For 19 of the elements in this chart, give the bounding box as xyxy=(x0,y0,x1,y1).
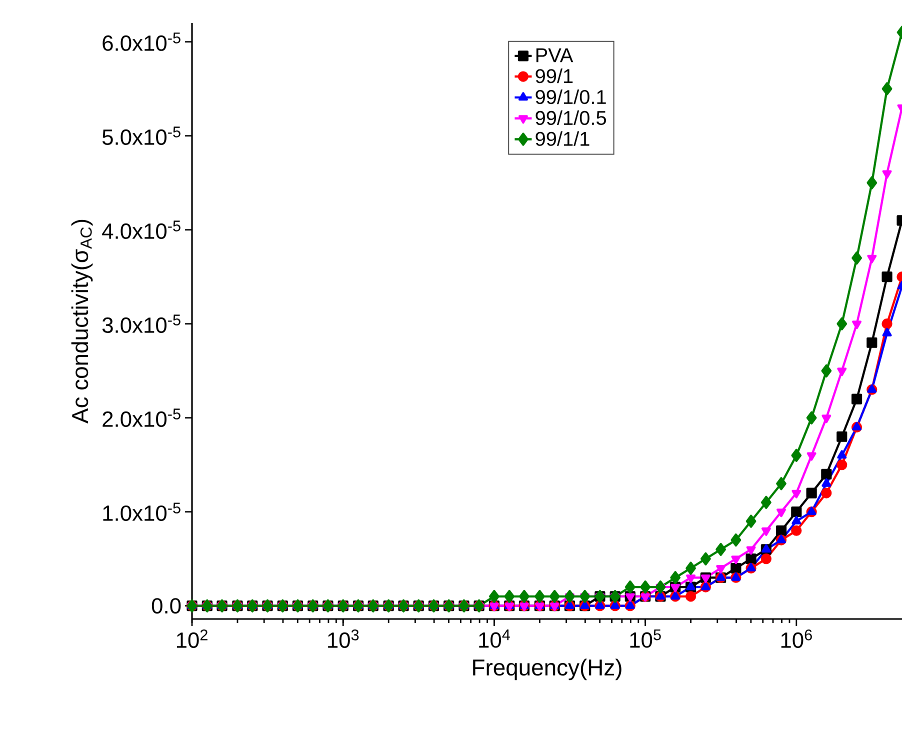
legend-label: 99/1 xyxy=(536,68,573,84)
x-tick-label: 10$^{4}$ xyxy=(479,630,510,648)
y-tick-label: 4.0x10$^{-5}$ xyxy=(102,220,180,239)
y-tick-label: 0.0 xyxy=(152,598,181,614)
y-tick-label: 3.0x10$^{-5}$ xyxy=(102,314,180,333)
y-axis-title: Ac conductivity(σ$_{AC}$) xyxy=(71,220,93,424)
x-tick-label: 10$^{2}$ xyxy=(176,630,208,648)
x-tick-label: 10$^{5}$ xyxy=(630,630,661,648)
legend-label: 99/1/0.5 xyxy=(536,110,606,126)
y-tick-label: 6.0x10$^{-5}$ xyxy=(102,32,180,51)
x-tick-label: 10$^{6}$ xyxy=(781,630,812,648)
y-tick-label: 2.0x10$^{-5}$ xyxy=(102,408,180,427)
legend-label: 99/1/1 xyxy=(536,131,590,146)
legend-label: 99/1/0.1 xyxy=(536,89,606,104)
legend-label: PVA xyxy=(536,48,574,62)
y-tick-label: 1.0x10$^{-5}$ xyxy=(103,502,180,521)
x-axis-title: Frequency(Hz) xyxy=(473,658,622,680)
y-tick-label: 5.0x10$^{-5}$ xyxy=(102,126,180,145)
x-tick-label: 10$^{3}$ xyxy=(328,630,359,648)
